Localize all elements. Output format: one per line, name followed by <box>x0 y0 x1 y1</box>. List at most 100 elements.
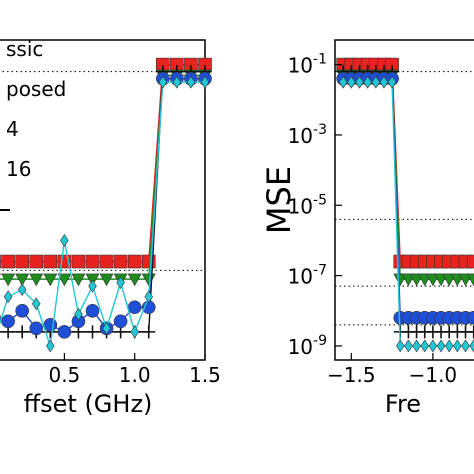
left-series-3-point <box>0 314 1 322</box>
left-series-4-point <box>74 307 83 321</box>
left-series-0-point <box>71 254 86 269</box>
left-series-3-point <box>85 303 100 318</box>
right-series-4-point <box>428 339 438 353</box>
left-series-0-point <box>127 254 142 269</box>
right-y-tick-label: 10-1 <box>288 52 327 78</box>
right-series-4-point <box>363 75 372 89</box>
right-series-0 <box>336 57 474 269</box>
right-x-tick-label: −1.5 <box>327 363 376 387</box>
right-series-4-point <box>355 75 364 89</box>
right-series-4-point <box>387 75 397 89</box>
right-series-4-point <box>379 75 389 89</box>
left-series-1-point <box>71 273 86 287</box>
left-series-0-point <box>0 254 1 269</box>
left-series-3-point <box>57 325 72 339</box>
left-series-1-point <box>15 273 30 287</box>
left-series-4-point <box>88 279 97 293</box>
left-series-0-point <box>85 254 100 269</box>
right-series-4-point <box>436 339 446 353</box>
left-series-1-point <box>29 273 44 287</box>
left-chart-panel: 0.5 1.0 1.5 ffset (GHz) ssic posed 4 16 <box>0 37 221 418</box>
right-y-tick-label: 10-3 <box>288 122 327 148</box>
left-series-4-point <box>17 283 27 297</box>
legend-entry-label: 16 <box>6 157 31 181</box>
left-series-4-point <box>116 276 125 290</box>
left-x-axis-title: ffset (GHz) <box>24 390 153 418</box>
left-series-2-point <box>15 325 29 339</box>
left-series-0-point <box>29 254 44 269</box>
left-series-4 <box>0 75 210 353</box>
left-plot-frame <box>0 39 206 361</box>
legend-entry-label: ssic <box>6 37 43 61</box>
left-series-3-point <box>43 318 58 332</box>
left-series-2 <box>0 65 212 339</box>
right-series-0-point <box>466 254 474 269</box>
left-series-1-point <box>57 273 72 287</box>
left-series-4-point <box>102 321 111 335</box>
right-series-1-line <box>343 74 474 280</box>
right-series-4-line <box>343 81 474 347</box>
left-series-0-point <box>113 254 128 269</box>
legend-entry-label: 4 <box>6 117 19 141</box>
right-series-4-point <box>453 339 462 353</box>
right-series-4-point <box>412 339 421 353</box>
left-series-0-point <box>1 254 15 269</box>
left-series-1-point <box>127 273 142 287</box>
left-legend: ssic posed 4 16 <box>0 37 66 211</box>
right-series-4-point <box>461 339 470 353</box>
left-series-4-point <box>200 75 210 89</box>
left-series-0-point <box>15 254 29 269</box>
left-series-4-line <box>0 81 205 347</box>
left-series-3-line <box>0 77 205 333</box>
left-series-0-point <box>99 254 114 269</box>
left-series-1 <box>0 69 213 287</box>
right-y-tick-label: 10-9 <box>288 333 327 359</box>
left-series-0-point <box>43 254 58 269</box>
right-series-4-point <box>371 75 381 89</box>
left-series-1-line <box>0 74 205 280</box>
right-x-tick-label: −1.0 <box>409 363 458 387</box>
left-series-4-point <box>172 75 182 89</box>
right-series-4 <box>338 75 474 353</box>
right-series-4-point <box>396 339 405 353</box>
left-series-4-point <box>3 290 13 304</box>
left-series-3-point <box>29 321 44 336</box>
left-x-tick-label: 1.5 <box>189 363 221 387</box>
left-series-2-point <box>142 325 156 339</box>
left-series-1-point <box>43 273 58 287</box>
right-series-4-point <box>347 75 356 89</box>
left-series-2-line <box>0 70 205 333</box>
right-series-1 <box>336 69 474 287</box>
left-series-2-point <box>0 331 1 333</box>
legend-entry-label: posed <box>6 77 66 101</box>
left-series-0 <box>0 57 212 269</box>
right-series-2-line <box>343 70 474 333</box>
right-series-2 <box>336 65 474 339</box>
left-x-tick-label: 0.5 <box>48 363 80 387</box>
right-series-4-point <box>420 339 429 353</box>
left-series-4-point <box>144 290 154 304</box>
left-series-3-point <box>113 314 128 329</box>
left-series-1-point <box>1 273 16 287</box>
left-series-3-point <box>1 314 15 329</box>
left-series-3-point <box>15 303 29 318</box>
right-chart-panel: −1.5 −1.0 10-1 10-3 10-5 10-7 10-9 Fre MSE <box>260 39 474 418</box>
right-plot-frame <box>334 39 474 361</box>
left-series-4-point <box>130 325 139 339</box>
left-series-1-point <box>99 273 114 287</box>
left-series-4-point <box>31 297 41 311</box>
right-x-axis-title: Fre <box>385 390 421 418</box>
left-series-3-point <box>127 300 142 315</box>
left-series-1-point <box>0 273 2 276</box>
left-series-2-point <box>86 325 99 339</box>
right-series-4-point <box>444 339 454 353</box>
right-y-tick-label: 10-7 <box>288 263 327 289</box>
right-series-4-point <box>338 75 348 89</box>
left-series-4-point <box>46 339 55 353</box>
left-series-0-line <box>0 63 205 263</box>
left-series-4-point <box>60 234 69 247</box>
left-x-tick-label: 1.0 <box>119 363 151 387</box>
right-series-4-point <box>469 339 474 353</box>
left-series-4-point <box>186 75 196 89</box>
